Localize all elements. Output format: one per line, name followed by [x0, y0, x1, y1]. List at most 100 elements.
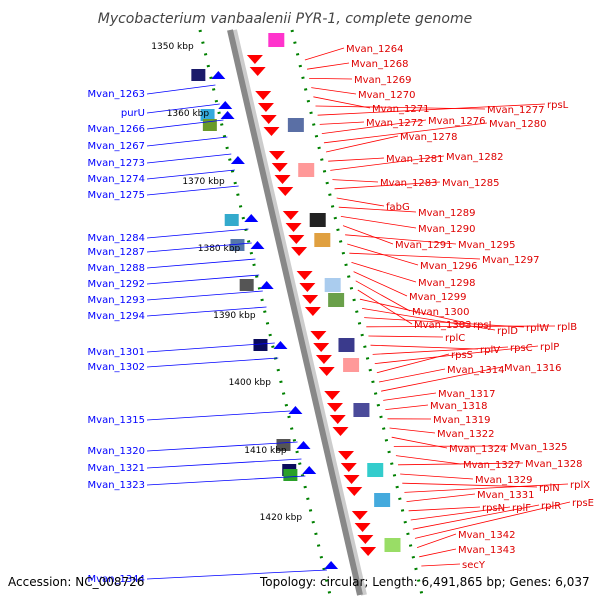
gene-label-right[interactable]: Mvan_1290 — [418, 224, 475, 235]
gene-label-right[interactable]: Mvan_1314 — [447, 365, 504, 376]
gene-callout-line — [359, 298, 472, 325]
forward-gene-arrow — [315, 355, 332, 364]
gene-label-right[interactable]: Mvan_1269 — [354, 75, 411, 86]
gene-callout-line — [311, 87, 357, 95]
gene-callout-line — [345, 234, 457, 245]
forward-gene-arrow — [324, 391, 341, 400]
gene-label-right[interactable]: Mvan_1264 — [346, 44, 403, 55]
gene-label-right[interactable]: rpsL — [547, 100, 569, 111]
reverse-gene-arrow — [273, 341, 288, 349]
gene-label-right[interactable]: rpsC — [510, 343, 533, 354]
backbone-shadow — [231, 29, 367, 596]
gene-label-right[interactable]: rpsE — [572, 498, 594, 509]
kbp-label: 1400 kbp — [229, 378, 272, 388]
gene-label-right[interactable]: Mvan_1276 — [428, 116, 485, 127]
gene-label-right[interactable]: Mvan_1296 — [420, 261, 477, 272]
map-title: Mycobacterium vanbaalenii PYR-1, complet… — [98, 11, 473, 27]
forward-gene-arrow — [299, 283, 316, 292]
gene-label-left[interactable]: Mvan_1275 — [88, 190, 145, 201]
gene-label-right[interactable]: rplW — [526, 323, 549, 334]
gene-label-right[interactable]: fabG — [386, 202, 410, 213]
gene-label-left[interactable]: Mvan_1273 — [88, 158, 145, 169]
forward-gene-arrow — [346, 487, 363, 496]
gene-label-left[interactable]: Mvan_1315 — [88, 415, 145, 426]
gene-label-right[interactable]: Mvan_1324 — [449, 444, 506, 455]
gene-label-left[interactable]: Mvan_1292 — [88, 279, 145, 290]
gene-label-right[interactable]: Mvan_1291 — [395, 240, 452, 251]
gene-label-right[interactable]: Mvan_1343 — [458, 545, 515, 556]
gene-label-right[interactable]: rplC — [445, 333, 465, 344]
gene-label-right[interactable]: rplX — [570, 480, 590, 491]
gene-label-right[interactable]: rplP — [540, 342, 559, 353]
gene-label-left[interactable]: Mvan_1274 — [88, 174, 145, 185]
gene-label-right[interactable]: Mvan_1278 — [400, 132, 457, 143]
gene-label-left[interactable]: Mvan_1294 — [88, 311, 145, 322]
gene-label-left[interactable]: Mvan_1301 — [88, 347, 145, 358]
gene-label-right[interactable]: rplN — [539, 483, 560, 494]
gene-label-left[interactable]: Mvan_1293 — [88, 295, 145, 306]
gene-label-right[interactable]: Mvan_1325 — [510, 442, 567, 453]
gene-label-right[interactable]: Mvan_1329 — [475, 475, 532, 486]
gene-label-right[interactable]: rpsN — [482, 503, 505, 514]
gene-label-left[interactable]: Mvan_1287 — [88, 247, 145, 258]
gene-callout-line — [414, 501, 571, 539]
gene-label-right[interactable]: Mvan_1318 — [430, 401, 487, 412]
gene-callout-line — [376, 353, 450, 374]
gene-label-right[interactable]: rpsS — [451, 350, 473, 361]
forward-gene-arrow — [288, 235, 305, 244]
forward-gene-arrow — [360, 547, 377, 556]
gene-callout-line — [383, 392, 437, 401]
gene-callout-line — [146, 119, 224, 130]
gene-callout-line — [328, 157, 385, 162]
kbp-label: 1420 kbp — [260, 513, 303, 523]
forward-gene-arrow — [318, 367, 335, 376]
gene-label-right[interactable]: Mvan_1316 — [504, 363, 561, 374]
gene-label-right[interactable]: rplD — [497, 326, 518, 337]
gene-label-right[interactable]: Mvan_1322 — [437, 429, 494, 440]
gene-label-left[interactable]: Mvan_1302 — [88, 362, 145, 373]
gene-label-left[interactable]: Mvan_1344 — [88, 574, 145, 585]
gene-label-left[interactable]: Mvan_1267 — [88, 141, 145, 152]
gene-label-left[interactable]: Mvan_1323 — [88, 480, 145, 491]
gene-label-right[interactable]: secY — [462, 560, 486, 571]
gene-label-right[interactable]: Mvan_1283 — [380, 178, 437, 189]
gene-label-right[interactable]: Mvan_1297 — [482, 255, 539, 266]
kbp-label: 1410 kbp — [244, 446, 287, 456]
gene-block — [230, 239, 245, 251]
gene-callout-line — [357, 289, 413, 325]
gene-label-right[interactable]: Mvan_1342 — [458, 530, 515, 541]
gene-label-left[interactable]: purU — [121, 108, 145, 119]
gene-label-right[interactable]: Mvan_1298 — [418, 278, 475, 289]
gene-label-right[interactable]: Mvan_1271 — [372, 104, 429, 115]
gene-label-right[interactable]: Mvan_1282 — [446, 152, 503, 163]
gene-label-right[interactable]: Mvan_1280 — [489, 119, 546, 130]
gene-label-left[interactable]: Mvan_1263 — [88, 89, 145, 100]
gene-label-right[interactable]: Mvan_1299 — [409, 292, 466, 303]
gene-label-right[interactable]: Mvan_1270 — [358, 90, 415, 101]
gene-callout-line — [378, 368, 446, 383]
gene-label-right[interactable]: Mvan_1328 — [525, 459, 582, 470]
gene-label-right[interactable]: Mvan_1331 — [477, 490, 534, 501]
gene-label-left[interactable]: Mvan_1266 — [88, 124, 145, 135]
gene-callout-line — [368, 335, 444, 338]
gene-label-right[interactable]: Mvan_1289 — [418, 208, 475, 219]
gene-label-right[interactable]: rplV — [480, 345, 500, 356]
gene-label-right[interactable]: Mvan_1272 — [366, 118, 423, 129]
gene-label-right[interactable]: Mvan_1327 — [463, 460, 520, 471]
gene-label-right[interactable]: Mvan_1295 — [458, 240, 515, 251]
gene-label-right[interactable]: Mvan_1285 — [442, 178, 499, 189]
gene-label-right[interactable]: rpsJ — [473, 320, 492, 331]
gene-label-right[interactable]: Mvan_1303 — [414, 320, 471, 331]
gene-label-right[interactable]: Mvan_1317 — [438, 389, 495, 400]
gene-label-left[interactable]: Mvan_1288 — [88, 263, 145, 274]
gene-label-left[interactable]: Mvan_1321 — [88, 463, 145, 474]
gene-label-right[interactable]: Mvan_1300 — [412, 307, 469, 318]
left-tick-track — [198, 29, 332, 596]
gene-label-right[interactable]: Mvan_1277 — [487, 105, 544, 116]
gene-label-right[interactable]: Mvan_1319 — [433, 415, 490, 426]
gene-label-right[interactable]: Mvan_1268 — [351, 59, 408, 70]
gene-label-left[interactable]: Mvan_1284 — [88, 233, 145, 244]
gene-label-left[interactable]: Mvan_1320 — [88, 446, 145, 457]
gene-label-right[interactable]: rplB — [557, 322, 577, 333]
forward-gene-arrow — [310, 331, 327, 340]
